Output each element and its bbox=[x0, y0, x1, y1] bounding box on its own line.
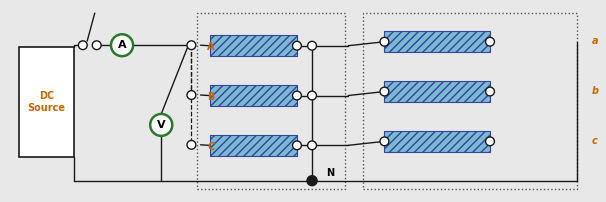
Text: V: V bbox=[157, 120, 165, 130]
Text: c: c bbox=[591, 136, 598, 146]
Bar bbox=[364, 13, 578, 189]
Text: B: B bbox=[207, 92, 215, 102]
Bar bbox=[210, 35, 297, 56]
Bar bbox=[384, 31, 490, 52]
Ellipse shape bbox=[293, 141, 301, 150]
Text: A: A bbox=[207, 42, 215, 52]
Ellipse shape bbox=[485, 137, 494, 146]
Ellipse shape bbox=[111, 34, 133, 56]
Bar bbox=[384, 81, 490, 102]
Ellipse shape bbox=[92, 41, 101, 50]
Bar bbox=[384, 131, 490, 152]
Text: b: b bbox=[591, 86, 599, 96]
Bar bbox=[210, 135, 297, 156]
Ellipse shape bbox=[187, 140, 196, 149]
Text: DC
Source: DC Source bbox=[28, 91, 65, 113]
Text: C: C bbox=[207, 142, 215, 152]
Text: a: a bbox=[591, 36, 598, 46]
Ellipse shape bbox=[308, 141, 316, 150]
Bar bbox=[19, 47, 74, 157]
Ellipse shape bbox=[380, 87, 389, 96]
Ellipse shape bbox=[78, 41, 87, 50]
Bar bbox=[384, 81, 490, 102]
Ellipse shape bbox=[485, 37, 494, 46]
Bar bbox=[210, 35, 297, 56]
Bar bbox=[210, 135, 297, 156]
Ellipse shape bbox=[380, 137, 389, 146]
Ellipse shape bbox=[150, 114, 172, 136]
Ellipse shape bbox=[380, 37, 389, 46]
Ellipse shape bbox=[308, 91, 316, 100]
Ellipse shape bbox=[485, 87, 494, 96]
Bar bbox=[210, 85, 297, 106]
Bar bbox=[198, 13, 345, 189]
Ellipse shape bbox=[187, 91, 196, 99]
Ellipse shape bbox=[293, 41, 301, 50]
Bar bbox=[384, 131, 490, 152]
Ellipse shape bbox=[308, 41, 316, 50]
Ellipse shape bbox=[307, 176, 317, 186]
Text: A: A bbox=[118, 40, 126, 50]
Ellipse shape bbox=[293, 91, 301, 100]
Bar bbox=[384, 31, 490, 52]
Ellipse shape bbox=[187, 41, 196, 50]
Text: N: N bbox=[326, 168, 335, 178]
Bar bbox=[210, 85, 297, 106]
